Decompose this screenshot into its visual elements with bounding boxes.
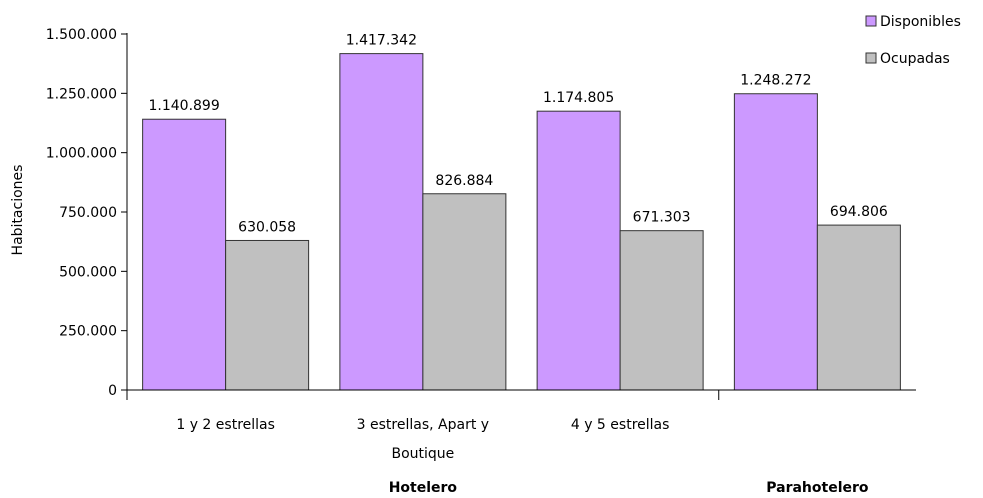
y-tick-label: 750.000	[59, 205, 117, 221]
bar-ocupadas-3	[816, 224, 901, 391]
y-axis-title: Habitaciones	[10, 165, 26, 256]
bar-ocupadas-1	[422, 193, 507, 391]
bars	[142, 53, 901, 391]
y-axis: 0 250.000 500.000 750.000 1.000.000 1.250.000…	[46, 27, 128, 399]
legend: Disponibles Ocupadas	[865, 14, 961, 67]
x-group-label: Parahotelero	[766, 480, 869, 496]
data-label: 826.884	[435, 173, 493, 189]
bar-ocupadas-0	[225, 239, 310, 391]
data-label: 671.303	[633, 210, 691, 226]
x-category-label: 4 y 5 estrellas	[571, 417, 670, 433]
x-axis: 1 y 2 estrellas 3 estrellas, Apart y Bouti…	[126, 389, 916, 496]
x-category-label: 3 estrellas, Apart y	[357, 417, 489, 433]
legend-swatch	[865, 15, 877, 27]
y-tick-label: 1.500.000	[46, 27, 117, 43]
x-group-label: Hotelero	[389, 480, 458, 496]
x-category-label: Boutique	[391, 446, 454, 462]
y-tick-label: 250.000	[59, 324, 117, 340]
bar-disponibles-1	[339, 53, 424, 391]
bar-disponibles-2	[536, 110, 621, 391]
bar-disponibles-0	[142, 118, 227, 391]
legend-swatch	[865, 52, 877, 64]
y-tick-label: 1.000.000	[46, 146, 117, 162]
data-labels: 1.140.899 630.058 1.417.342 826.884 1.174.80…	[148, 33, 887, 236]
x-category-label: 1 y 2 estrellas	[176, 417, 275, 433]
y-tick-label: 500.000	[59, 264, 117, 280]
data-label: 630.058	[238, 219, 296, 235]
data-label: 1.140.899	[148, 98, 219, 114]
bar-disponibles-3	[733, 93, 818, 391]
legend-label: Disponibles	[880, 14, 961, 30]
bar-ocupadas-2	[619, 230, 704, 391]
data-label: 1.174.805	[543, 90, 614, 106]
y-tick-label: 1.250.000	[46, 86, 117, 102]
data-label: 1.248.272	[740, 73, 811, 89]
data-label: 694.806	[830, 204, 888, 220]
data-label: 1.417.342	[346, 33, 417, 49]
y-tick-label: 0	[108, 383, 117, 399]
legend-label: Ocupadas	[880, 51, 950, 67]
